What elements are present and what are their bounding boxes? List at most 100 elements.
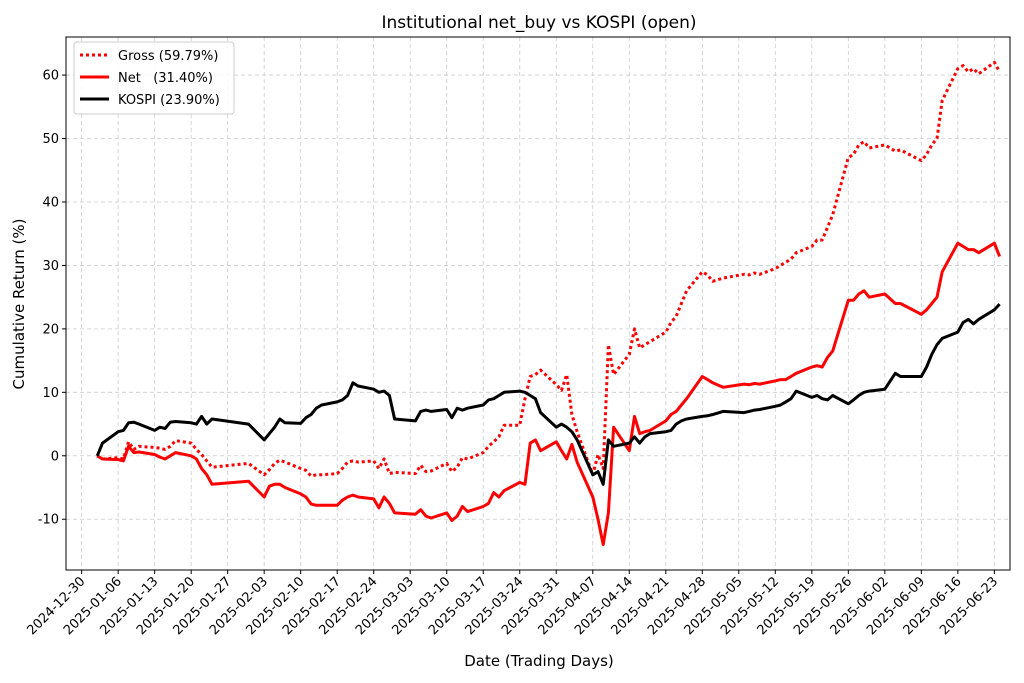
y-tick-label: 20: [42, 322, 59, 337]
data-point-net: [743, 383, 745, 385]
data-point-net: [315, 504, 317, 506]
data-point-gross: [670, 321, 672, 323]
data-point-net: [811, 366, 813, 368]
data-point-gross: [607, 344, 609, 346]
data-point-gross: [743, 273, 745, 275]
data-point-net: [816, 365, 818, 367]
data-point-net: [378, 507, 380, 509]
data-point-kospi: [451, 417, 453, 419]
data-point-net: [863, 290, 865, 292]
data-point-kospi: [576, 439, 578, 441]
data-point-net: [206, 474, 208, 476]
data-point-net: [978, 252, 980, 254]
data-point-kospi: [931, 353, 933, 355]
data-point-kospi: [456, 407, 458, 409]
data-point-gross: [639, 347, 641, 349]
data-point-gross: [685, 290, 687, 292]
data-point-net: [858, 293, 860, 295]
data-point-kospi: [826, 399, 828, 401]
data-point-kospi: [425, 409, 427, 411]
data-point-gross: [200, 453, 202, 455]
data-point-net: [821, 366, 823, 368]
data-point-net: [493, 491, 495, 493]
data-point-gross: [430, 470, 432, 472]
data-point-kospi: [639, 442, 641, 444]
data-point-gross: [425, 470, 427, 472]
data-point-kospi: [811, 396, 813, 398]
data-point-net: [487, 502, 489, 504]
data-point-net: [722, 386, 724, 388]
data-point-kospi: [722, 410, 724, 412]
data-point-net: [920, 313, 922, 315]
data-point-kospi: [393, 418, 395, 420]
data-point-gross: [811, 245, 813, 247]
data-point-kospi: [560, 423, 562, 425]
data-point-kospi: [466, 407, 468, 409]
data-point-net: [352, 494, 354, 496]
data-point-net: [461, 505, 463, 507]
data-point-kospi: [925, 366, 927, 368]
data-point-net: [519, 481, 521, 483]
data-point-net: [790, 375, 792, 377]
data-point-gross: [753, 272, 755, 274]
data-point-net: [164, 458, 166, 460]
data-point-gross: [211, 466, 213, 468]
data-point-gross: [352, 460, 354, 462]
data-point-gross: [284, 461, 286, 463]
data-point-gross: [206, 460, 208, 462]
data-point-gross: [936, 137, 938, 139]
data-point-kospi: [884, 388, 886, 390]
data-point-kospi: [96, 455, 98, 457]
data-point-net: [451, 519, 453, 521]
data-point-kospi: [685, 418, 687, 420]
data-point-gross: [373, 460, 375, 462]
data-point-net: [592, 496, 594, 498]
data-point-net: [393, 512, 395, 514]
series-net: [96, 241, 1001, 547]
data-point-net: [498, 496, 500, 498]
data-point-kospi: [195, 423, 197, 425]
data-point-gross: [300, 467, 302, 469]
data-point-kospi: [993, 309, 995, 311]
data-point-kospi: [346, 394, 348, 396]
data-point-net: [993, 242, 995, 244]
data-point-kospi: [680, 420, 682, 422]
data-point-net: [779, 378, 781, 380]
data-point-kospi: [743, 411, 745, 413]
data-point-gross: [279, 459, 281, 461]
data-point-gross: [785, 261, 787, 263]
data-point-net: [607, 512, 609, 514]
data-point-gross: [456, 466, 458, 468]
y-tick-label: -10: [38, 513, 59, 528]
data-point-kospi: [785, 401, 787, 403]
data-point-net: [430, 517, 432, 519]
data-point-kospi: [962, 321, 964, 323]
data-point-kospi: [649, 432, 651, 434]
data-point-kospi: [795, 390, 797, 392]
data-point-gross: [190, 442, 192, 444]
data-point-net: [174, 451, 176, 453]
data-point-net: [795, 372, 797, 374]
data-point-kospi: [998, 303, 1000, 305]
data-point-kospi: [534, 398, 536, 400]
data-point-gross: [487, 445, 489, 447]
y-tick-label: 10: [42, 386, 59, 401]
data-point-gross: [847, 156, 849, 158]
data-point-net: [675, 410, 677, 412]
data-point-net: [117, 458, 119, 460]
data-point-kospi: [597, 470, 599, 472]
data-point-gross: [931, 144, 933, 146]
data-point-kospi: [665, 431, 667, 433]
data-point-net: [211, 483, 213, 485]
data-point-net: [576, 461, 578, 463]
data-point-net: [832, 350, 834, 352]
data-point-net: [529, 442, 531, 444]
data-point-kospi: [263, 439, 265, 441]
data-point-kospi: [858, 394, 860, 396]
data-point-gross: [701, 271, 703, 273]
legend: Gross (59.79%) Net (31.40%) KOSPI (23.90%): [73, 41, 235, 115]
data-point-gross: [503, 424, 505, 426]
data-point-gross: [899, 149, 901, 151]
data-point-net: [602, 543, 604, 545]
data-point-net: [263, 496, 265, 498]
